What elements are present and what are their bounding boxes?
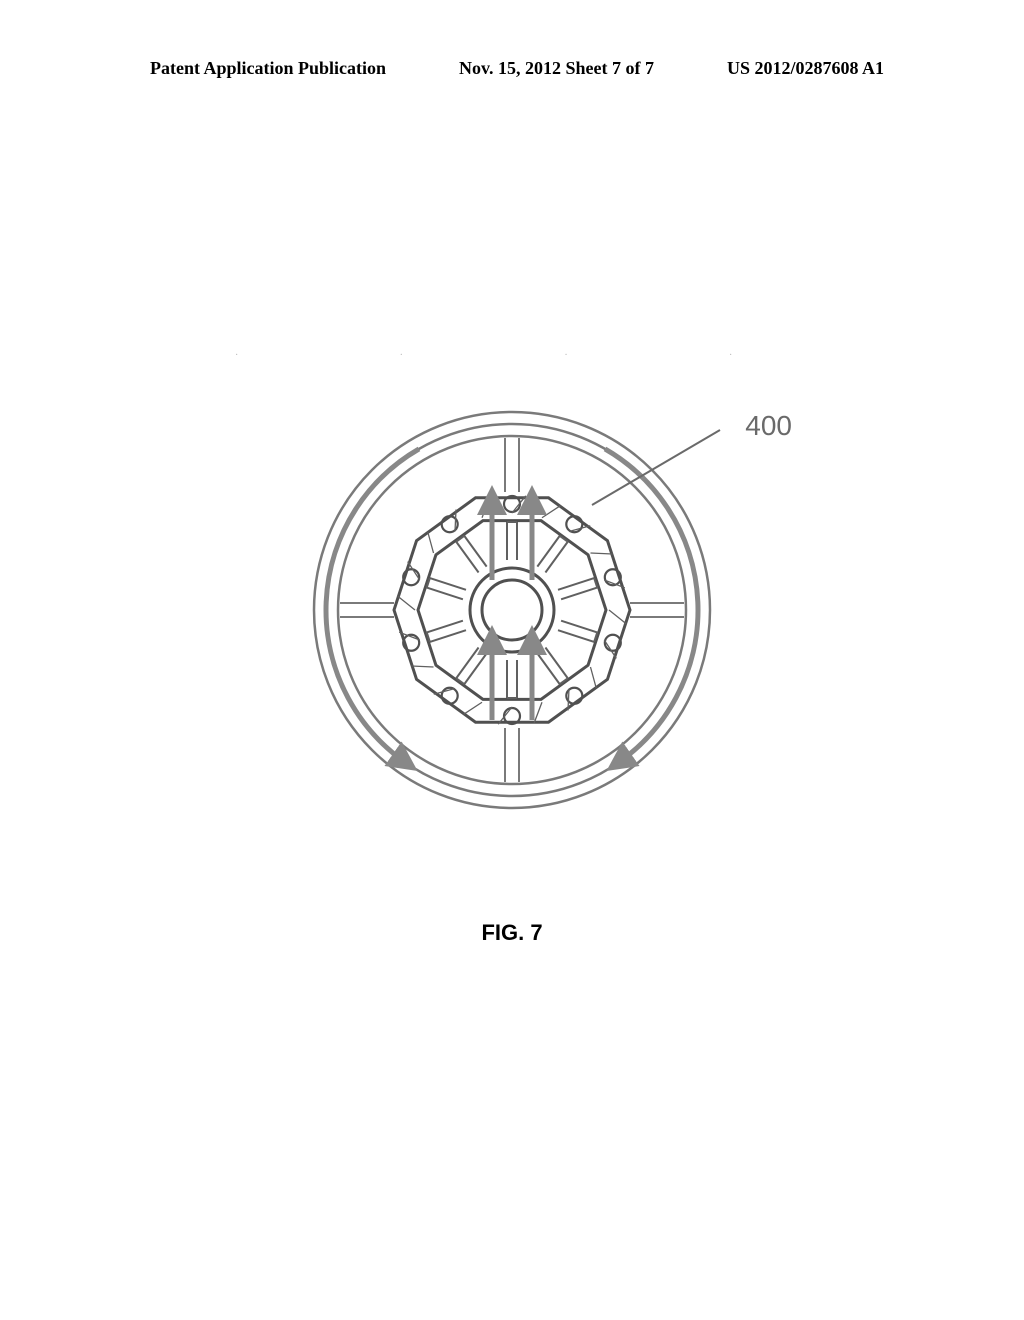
reference-number-label: 400 [745, 410, 792, 442]
figure-drawing: 400 [252, 380, 772, 840]
header-center: Nov. 15, 2012 Sheet 7 of 7 [459, 58, 654, 79]
header-right: US 2012/0287608 A1 [727, 58, 884, 79]
tick-mark: · [729, 350, 735, 358]
figure-caption: FIG. 7 [481, 920, 542, 946]
header-left: Patent Application Publication [150, 58, 386, 79]
tick-mark: · [235, 350, 241, 358]
tick-mark: · [564, 350, 570, 358]
tick-mark: · [400, 350, 406, 358]
alignment-ticks: · · · · [225, 350, 745, 358]
patent-header: Patent Application Publication Nov. 15, … [0, 58, 1024, 79]
figure-svg [252, 380, 772, 840]
figure-container: 400 FIG. 7 [0, 380, 1024, 946]
